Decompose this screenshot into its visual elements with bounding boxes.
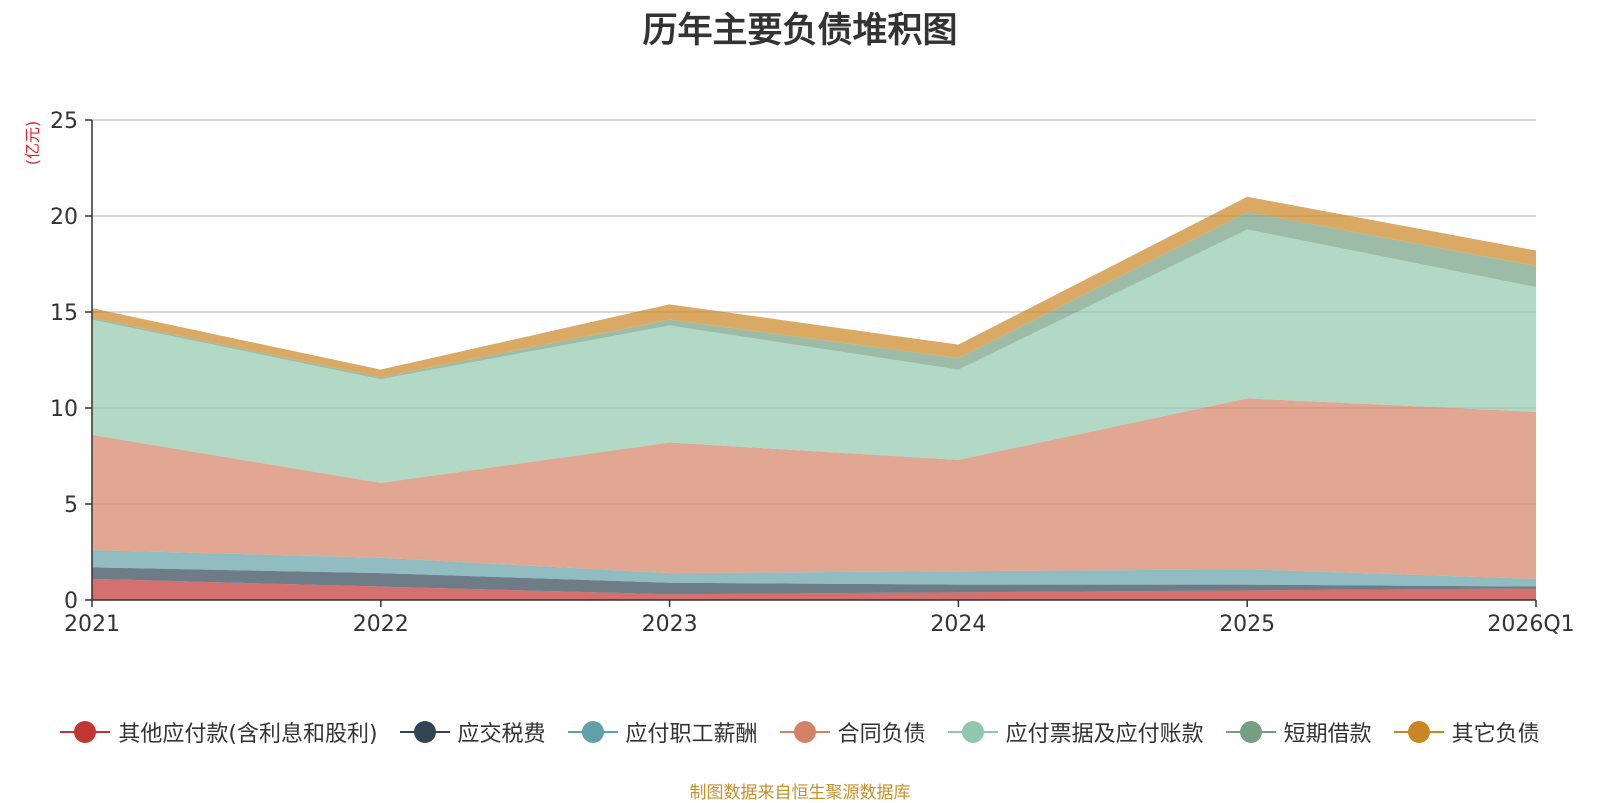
- x-tick-label: 2021: [64, 612, 120, 637]
- x-tick-label: 2026Q1: [1487, 612, 1574, 637]
- legend-label: 其他应付款(含利息和股利): [118, 722, 378, 747]
- legend-dot: [413, 721, 436, 743]
- y-tick-label: 20: [50, 205, 78, 230]
- area-series-1: [92, 578, 1536, 600]
- legend-label: 其它负债: [1451, 722, 1540, 747]
- legend-dot: [793, 721, 816, 743]
- legend-dot: [581, 721, 604, 743]
- legend: 其他应付款(含利息和股利) 应交税费 应付职工薪酬 合同负债 应付票据及应付账款 短期借款…: [0, 710, 1600, 754]
- area-series-6: [92, 212, 1536, 380]
- legend-item-3[interactable]: 应付职工薪酬: [567, 716, 758, 748]
- legend-dot: [1239, 721, 1262, 743]
- legend-marker-icon: [779, 720, 830, 744]
- y-tick-label: 10: [50, 397, 78, 422]
- legend-item-5[interactable]: 应付票据及应付账款: [947, 716, 1204, 748]
- legend-label: 应付票据及应付账款: [1005, 722, 1204, 747]
- area-series-5: [92, 229, 1536, 483]
- legend-label: 短期借款: [1283, 722, 1372, 747]
- legend-dot: [961, 721, 984, 743]
- chart-title: 历年主要负债堆积图: [642, 11, 958, 51]
- y-tick-label: 25: [50, 109, 78, 134]
- legend-label: 合同负债: [837, 722, 926, 747]
- legend-item-6[interactable]: 短期借款: [1225, 716, 1372, 748]
- legend-item-4[interactable]: 合同负债: [779, 716, 926, 748]
- area-series-group: [92, 196, 1536, 600]
- area-series-3: [92, 550, 1536, 587]
- x-tick-label: 2024: [930, 612, 986, 637]
- legend-label: 应付职工薪酬: [625, 722, 758, 747]
- x-tick-label: 2023: [642, 612, 698, 637]
- legend-marker-icon: [1393, 720, 1444, 744]
- legend-marker-icon: [947, 720, 998, 744]
- y-tick-label: 0: [64, 589, 78, 614]
- legend-label: 应交税费: [457, 722, 546, 747]
- x-tick-label: 2025: [1219, 612, 1275, 637]
- legend-item-7[interactable]: 其它负债: [1393, 716, 1540, 748]
- legend-marker-icon: [60, 720, 111, 744]
- area-series-2: [92, 567, 1536, 595]
- x-tick-label: 2022: [353, 612, 409, 637]
- y-tick-label: 5: [64, 493, 78, 518]
- area-series-4: [92, 398, 1536, 579]
- legend-marker-icon: [567, 720, 618, 744]
- legend-marker-icon: [399, 720, 450, 744]
- y-axis-unit-label: (亿元): [23, 121, 42, 166]
- source-note: 制图数据来自恒生聚源数据库: [689, 783, 911, 803]
- legend-dot: [74, 721, 97, 743]
- legend-item-1[interactable]: 其他应付款(含利息和股利): [60, 716, 378, 748]
- legend-marker-icon: [1225, 720, 1276, 744]
- legend-dot: [1407, 721, 1430, 743]
- y-tick-label: 15: [50, 301, 78, 326]
- area-series-7: [92, 196, 1536, 378]
- legend-item-2[interactable]: 应交税费: [399, 716, 546, 748]
